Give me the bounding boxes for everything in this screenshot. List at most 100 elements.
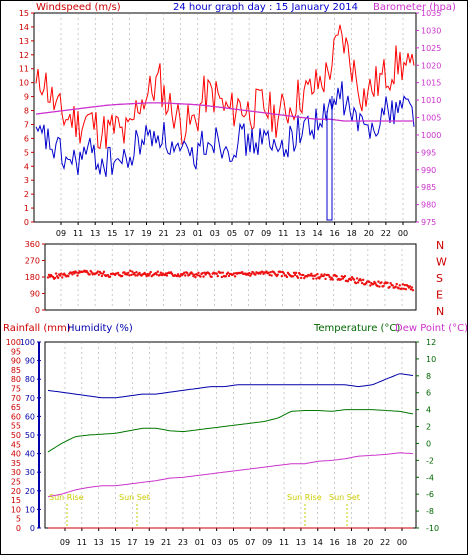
wind-xtick-label: 15: [107, 229, 117, 238]
rain-ytick-label: 95: [11, 347, 21, 356]
wind-xtick-label: 11: [73, 229, 83, 238]
dir-point: [361, 278, 365, 282]
baro-ytick-label: 985: [421, 183, 436, 192]
dir-point: [369, 284, 372, 287]
temp-xtick-label: 15: [110, 538, 120, 547]
dir-point: [176, 273, 180, 276]
dir-point: [220, 275, 224, 279]
dir-point: [386, 281, 389, 284]
dir-point: [248, 271, 251, 275]
wind-xtick-label: 19: [141, 229, 151, 238]
wind-ytick-label: 10: [19, 79, 29, 88]
wind-xtick-label: 05: [227, 229, 237, 238]
dir-point: [400, 287, 404, 290]
dir-point: [268, 273, 271, 277]
hum-ytick-label: 90: [25, 357, 35, 366]
hum-ytick-label: 30: [25, 468, 35, 477]
rain-ytick-label: 5: [16, 515, 21, 524]
baro-ytick-label: 1035: [421, 9, 441, 18]
dir-point: [227, 274, 231, 278]
rain-ytick-label: 30: [11, 468, 21, 477]
baro-ytick-label: 1015: [421, 79, 441, 88]
dir-point: [299, 276, 303, 280]
dir-point: [131, 270, 134, 273]
dir-point: [259, 272, 262, 275]
dir-point: [282, 272, 286, 275]
temp-axis-title: Temperature (°C): [313, 323, 400, 334]
rain-ytick-label: 50: [11, 431, 21, 440]
wind-ytick-label: 5: [24, 148, 29, 157]
dir-point: [191, 272, 194, 275]
hum-axis-title: Humidity (%): [67, 323, 133, 334]
temp-xtick-label: 03: [212, 538, 222, 547]
dir-point: [328, 275, 331, 279]
dir-point: [90, 271, 93, 274]
dir-point: [215, 272, 218, 275]
baro-ytick-label: 990: [421, 166, 436, 175]
temp-xtick-label: 09: [60, 538, 70, 547]
dir-point: [170, 272, 174, 276]
dir-point: [401, 283, 405, 286]
dir-ytick-label: 270: [25, 257, 40, 266]
chart-title: 24 hour graph day : 15 January 2014: [173, 2, 358, 13]
dir-point: [359, 279, 363, 282]
dir-point: [311, 274, 314, 278]
dir-point: [319, 275, 322, 278]
wind-ytick-label: 13: [19, 37, 29, 46]
wind-xtick-label: 07: [244, 229, 254, 238]
wind-xtick-label: 09: [56, 229, 66, 238]
wind-xtick-label: 11: [278, 229, 288, 238]
baro-ytick-label: 1000: [421, 131, 441, 140]
temp-xtick-label: 17: [127, 538, 137, 547]
baro-ytick-label: 1005: [421, 114, 441, 123]
temp-xtick-label: 20: [363, 538, 373, 547]
dir-point: [47, 273, 51, 277]
dir-point: [298, 273, 302, 276]
temp-xtick-label: 23: [178, 538, 188, 547]
dir-point: [409, 288, 413, 291]
dir-point: [323, 273, 326, 276]
dir-point: [377, 280, 380, 283]
dir-point: [88, 273, 91, 276]
dir-point: [249, 274, 252, 277]
series-line-wind: [35, 24, 415, 150]
rain-axis-title: Rainfall (mm): [3, 323, 71, 334]
dir-point: [402, 287, 406, 290]
baro-ytick-label: 975: [421, 218, 436, 227]
temp-xtick-label: 18: [346, 538, 356, 547]
dir-ytick-label: 360: [25, 240, 40, 249]
dir-point: [301, 273, 305, 277]
dir-point: [71, 273, 74, 276]
dir-point: [250, 272, 253, 276]
dir-point: [314, 274, 317, 277]
temp-ytick-label: -4: [426, 473, 434, 482]
baro-ytick-label: 980: [421, 201, 436, 210]
dir-point: [101, 272, 105, 275]
wind-ytick-label: 1: [24, 204, 29, 213]
baro-ytick-label: 1030: [421, 26, 441, 35]
temp-xtick-label: 11: [279, 538, 289, 547]
hum-ytick-label: 0: [30, 524, 35, 533]
compass-w-label: W: [436, 256, 447, 269]
dir-point: [73, 272, 76, 275]
dir-point: [133, 271, 136, 275]
dir-point: [279, 270, 283, 274]
dir-point: [226, 271, 230, 274]
dir-point: [121, 274, 124, 278]
hum-ytick-label: 10: [25, 505, 35, 514]
temp-xtick-label: 05: [228, 538, 238, 547]
wind-ytick-label: 0: [24, 218, 29, 227]
wind-xtick-label: 01: [193, 229, 203, 238]
dir-point: [378, 285, 381, 288]
dir-point: [335, 275, 338, 278]
temp-xtick-label: 13: [296, 538, 306, 547]
wind-ytick-label: 8: [24, 107, 29, 116]
temp-xtick-label: 09: [262, 538, 272, 547]
wind-ytick-label: 4: [24, 162, 29, 171]
dir-point: [233, 275, 237, 278]
wind-xtick-label: 00: [398, 229, 408, 238]
dir-point: [135, 271, 138, 274]
dir-point: [46, 276, 50, 279]
dir-point: [294, 271, 298, 275]
